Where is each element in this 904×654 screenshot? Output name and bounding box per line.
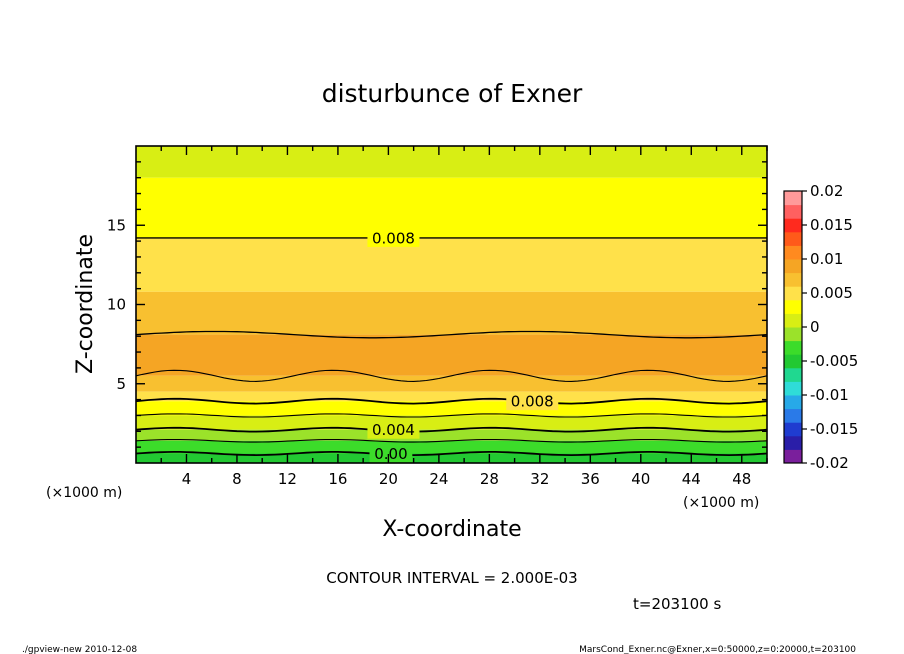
contour-interval-note: CONTOUR INTERVAL = 2.000E-03 <box>326 569 577 587</box>
contour-line-5 <box>135 426 768 433</box>
contour-band-10 <box>136 440 767 454</box>
colorbar-segment-3 <box>784 408 802 423</box>
contour-band-9 <box>136 429 767 441</box>
contour-label-bg-3 <box>369 444 413 463</box>
colorbar-tick-label-7: -0.015 <box>810 420 858 438</box>
y-axis-label: Z-coordinate <box>73 234 98 374</box>
time-note: t=203100 s <box>633 595 721 613</box>
contour-line-7 <box>135 451 768 457</box>
contour-line-4 <box>135 413 768 418</box>
x-axis-ticks: 4 8 12 16 20 24 28 32 36 40 44 48 <box>160 146 768 488</box>
colorbar-segment-16 <box>784 231 802 246</box>
contour-line-2 <box>135 369 768 382</box>
colorbar-segment-6 <box>784 367 802 382</box>
contour-line-1 <box>135 330 768 339</box>
contour-label-1: 0.008 <box>511 393 554 411</box>
colorbar-segment-0 <box>784 449 802 464</box>
footer-right: MarsCond_Exner.nc@Exner,x=0:50000,z=0:20… <box>579 645 856 654</box>
y-tick-label-15: 15 <box>107 216 126 234</box>
contour-band-7 <box>136 401 767 416</box>
colorbar-tick-label-4: 0 <box>810 318 820 336</box>
x-tick-label-4: 4 <box>182 470 192 488</box>
colorbar-segment-17 <box>784 218 802 233</box>
contour-label-3: 0.00 <box>374 445 407 463</box>
x-tick-label-28: 28 <box>480 470 499 488</box>
x-tick-label-44: 44 <box>682 470 701 488</box>
x-tick-label-48: 48 <box>732 470 751 488</box>
x-tick-label-32: 32 <box>530 470 549 488</box>
footer-left: ./gpview-new 2010-12-08 <box>22 645 137 654</box>
colorbar-segment-7 <box>784 354 802 369</box>
contour-fill-bands <box>136 146 767 463</box>
colorbar-segment-4 <box>784 395 802 410</box>
x-tick-label-36: 36 <box>581 470 600 488</box>
colorbar-tick-label-3: 0.005 <box>810 284 853 302</box>
contour-labels: 0.008 0.008 0.004 0.00 <box>367 228 559 463</box>
colorbar-segment-19 <box>784 191 802 206</box>
x-unit-right: (×1000 m) <box>683 495 759 511</box>
contour-label-2: 0.004 <box>372 421 415 439</box>
colorbar-segment-15 <box>784 245 802 260</box>
colorbar-segment-18 <box>784 204 802 219</box>
colorbar-segment-11 <box>784 299 802 314</box>
contour-band-0 <box>136 146 767 178</box>
x-tick-label-20: 20 <box>379 470 398 488</box>
chart-title: disturbunce of Exner <box>322 79 583 108</box>
x-tick-label-12: 12 <box>278 470 297 488</box>
contour-band-3 <box>136 291 767 335</box>
y-tick-label-5: 5 <box>116 375 126 393</box>
contour-band-5 <box>136 375 767 392</box>
colorbar: 0.02 0.015 0.01 0.005 0 -0.005 -0.01 -0.015 -0.0… <box>783 182 858 472</box>
colorbar-tick-label-0: 0.02 <box>810 182 843 200</box>
x-tick-label-8: 8 <box>232 470 242 488</box>
contour-band-11 <box>136 453 767 463</box>
x-tick-label-16: 16 <box>328 470 347 488</box>
colorbar-segment-10 <box>784 313 802 328</box>
contour-label-bg-0 <box>367 228 420 247</box>
colorbar-segment-8 <box>784 340 802 355</box>
contour-band-8 <box>136 415 767 430</box>
contour-label-0: 0.008 <box>372 229 415 247</box>
colorbar-tick-label-1: 0.015 <box>810 216 853 234</box>
contour-band-4 <box>136 334 767 376</box>
x-unit-left: (×1000 m) <box>46 485 122 501</box>
y-axis-ticks: 5 10 15 <box>107 161 767 448</box>
contour-line-3 <box>135 397 768 405</box>
contour-band-6 <box>136 391 767 402</box>
x-axis-label: X-coordinate <box>382 517 521 542</box>
contour-label-bg-1 <box>506 392 559 411</box>
y-tick-label-10: 10 <box>107 296 126 314</box>
x-tick-label-24: 24 <box>429 470 448 488</box>
colorbar-segment-1 <box>784 435 802 450</box>
x-tick-label-40: 40 <box>631 470 650 488</box>
colorbar-tick-label-2: 0.01 <box>810 250 843 268</box>
colorbar-segment-14 <box>784 259 802 274</box>
colorbar-tick-label-8: -0.02 <box>810 454 849 472</box>
contour-band-2 <box>136 237 767 292</box>
colorbar-tick-label-5: -0.005 <box>810 352 858 370</box>
colorbar-segment-2 <box>784 422 802 437</box>
contour-label-bg-2 <box>367 420 420 439</box>
colorbar-segment-12 <box>784 286 802 301</box>
colorbar-tick-label-6: -0.01 <box>810 386 849 404</box>
colorbar-segment-13 <box>784 272 802 287</box>
contour-lines <box>135 237 768 457</box>
colorbar-segment-9 <box>784 327 802 342</box>
contour-band-1 <box>136 177 767 238</box>
contour-line-6 <box>135 438 768 443</box>
colorbar-segment-5 <box>784 381 802 396</box>
